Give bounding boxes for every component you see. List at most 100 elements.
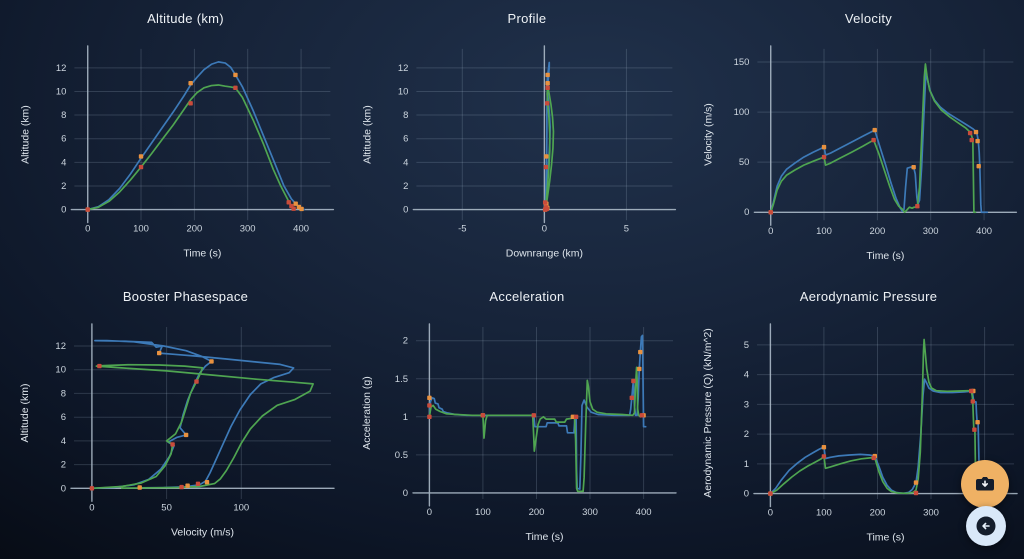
tick-labels: 0 100 200 300 400 0 0.5 1 1.5 2	[394, 336, 651, 518]
svg-text:2: 2	[402, 336, 407, 347]
red-event-markers	[768, 388, 977, 496]
svg-text:5: 5	[623, 223, 628, 234]
chart-title: Aerodynamic Pressure	[799, 289, 938, 304]
svg-text:Acceleration (g): Acceleration (g)	[361, 376, 373, 450]
svg-text:0: 0	[89, 502, 94, 513]
chart-title: Altitude (km)	[147, 11, 224, 26]
svg-text:-5: -5	[458, 223, 466, 234]
red-event-markers	[542, 85, 550, 212]
svg-text:1.5: 1.5	[394, 374, 407, 385]
ship-aero-pressure-line	[769, 338, 978, 495]
svg-text:1: 1	[402, 412, 407, 423]
svg-text:10: 10	[55, 365, 66, 376]
panel-acceleration: Acceleration 0 100 200 300 400 0 0.5 1 1.5 2 Time …	[341, 278, 683, 559]
panel-profile: Profile -5 0 5 0 2 4 6 8 10 12 Downrange (km) Altit…	[341, 0, 683, 278]
booster-phasespace-chart: 0 50 100 0 2 4 6 8 10 12 Velocity (m/s) Altitude (k…	[19, 323, 335, 538]
svg-text:0: 0	[403, 205, 408, 216]
red-event-markers	[89, 363, 201, 491]
panel-booster-phasespace: Booster Phasespace 0 50 100 0 2 4 6 8 10 12 Veloci…	[0, 278, 341, 559]
svg-text:5: 5	[744, 340, 749, 351]
svg-text:50: 50	[161, 502, 172, 513]
svg-text:8: 8	[61, 388, 66, 399]
svg-text:Downrange (km): Downrange (km)	[505, 248, 582, 259]
tick-labels: 0 100 200 300 400 0 2 4 6 8 10 12	[56, 63, 309, 235]
red-event-markers	[768, 130, 974, 215]
svg-text:6: 6	[61, 412, 66, 423]
svg-text:300: 300	[582, 507, 598, 518]
svg-text:10: 10	[56, 86, 67, 97]
svg-text:Time (s): Time (s)	[866, 532, 904, 544]
orange-event-markers	[137, 350, 214, 490]
svg-text:Velocity (m/s): Velocity (m/s)	[704, 103, 715, 166]
svg-text:2: 2	[403, 181, 408, 192]
screenshot-download-button[interactable]	[961, 460, 1009, 508]
grid-lines	[74, 327, 331, 499]
svg-text:2: 2	[61, 460, 66, 471]
svg-text:8: 8	[403, 110, 408, 121]
svg-text:Time (s): Time (s)	[866, 251, 904, 262]
svg-text:200: 200	[187, 223, 203, 234]
svg-text:6: 6	[61, 134, 66, 145]
orange-event-markers	[768, 127, 981, 215]
axis-lines	[412, 45, 676, 224]
svg-text:0.5: 0.5	[394, 450, 407, 461]
svg-text:4: 4	[744, 370, 749, 381]
svg-text:0: 0	[744, 207, 749, 218]
velocity-chart: 0 100 200 300 400 0 50 100 150 Time (s) Velocity (…	[704, 45, 1018, 262]
svg-text:300: 300	[240, 223, 256, 234]
svg-text:1: 1	[744, 459, 749, 470]
svg-text:150: 150	[734, 57, 750, 68]
booster-acceleration-line	[428, 334, 647, 490]
svg-text:200: 200	[528, 507, 544, 518]
axis-labels: Time (s) Altitude (km)	[21, 105, 222, 259]
svg-text:0: 0	[541, 223, 546, 234]
svg-text:Altitude (km): Altitude (km)	[19, 384, 31, 443]
svg-text:100: 100	[233, 502, 249, 513]
panel-velocity: Velocity 0 100 200 300 400 0 50 100 150 Time (s) V…	[683, 0, 1024, 278]
acceleration-chart: 0 100 200 300 400 0 0.5 1 1.5 2 Time (s) Accelerati…	[361, 323, 677, 543]
camera-download-icon	[974, 473, 996, 495]
profile-chart: -5 0 5 0 2 4 6 8 10 12 Downrange (km) Altitude (km)	[362, 45, 676, 259]
svg-text:8: 8	[61, 110, 66, 121]
svg-text:100: 100	[734, 107, 750, 118]
altitude-chart: 0 100 200 300 400 0 2 4 6 8 10 12 Time (s) Altitude (…	[21, 45, 335, 259]
svg-text:300: 300	[923, 226, 939, 237]
red-event-markers	[85, 85, 296, 212]
svg-text:10: 10	[397, 86, 408, 97]
svg-text:0: 0	[85, 223, 90, 234]
axis-labels: Time (s) Velocity (m/s)	[704, 103, 905, 262]
back-button[interactable]	[966, 506, 1006, 546]
ship-altitude-line	[86, 84, 296, 211]
svg-text:400: 400	[635, 507, 651, 518]
tick-labels: 0 100 200 300 400 0 50 100 150	[734, 57, 992, 237]
red-event-markers	[426, 378, 644, 419]
svg-text:Time (s): Time (s)	[525, 531, 563, 543]
svg-text:12: 12	[56, 63, 67, 74]
svg-text:4: 4	[61, 436, 66, 447]
svg-text:50: 50	[739, 157, 750, 168]
axis-labels: Time (s) Aerodynamic Pressure (Q) (kN/m^2…	[702, 328, 905, 543]
svg-text:200: 200	[870, 226, 886, 237]
svg-text:0: 0	[402, 488, 407, 499]
svg-text:3: 3	[744, 399, 749, 410]
chart-title: Booster Phasespace	[122, 289, 249, 304]
chart-title: Velocity	[844, 11, 893, 26]
axis-labels: Downrange (km) Altitude (km)	[362, 105, 582, 259]
svg-text:100: 100	[133, 223, 149, 234]
svg-text:4: 4	[61, 157, 66, 168]
booster-aero-pressure-line	[769, 378, 989, 495]
svg-text:0: 0	[61, 483, 66, 494]
svg-text:Altitude (km): Altitude (km)	[362, 105, 373, 164]
svg-text:100: 100	[816, 226, 832, 237]
svg-text:0: 0	[768, 226, 773, 237]
svg-text:12: 12	[397, 63, 408, 74]
svg-text:0: 0	[768, 508, 773, 519]
svg-text:Time (s): Time (s)	[183, 248, 221, 259]
axis-lines	[70, 45, 335, 224]
tick-labels: -5 0 5 0 2 4 6 8 10 12	[397, 63, 628, 235]
svg-text:400: 400	[293, 223, 309, 234]
svg-text:200: 200	[870, 508, 886, 519]
tick-labels: 0 50 100 0 2 4 6 8 10 12	[55, 341, 249, 513]
tick-labels: 0100200300400012345	[744, 340, 993, 519]
